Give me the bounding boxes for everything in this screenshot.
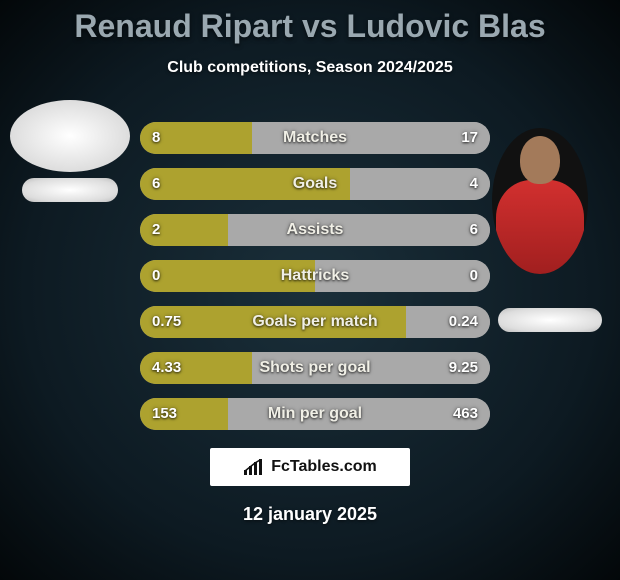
stat-row: 00Hattricks (140, 260, 490, 292)
stats-rows: 817Matches 64Goals 26Assists 00Hattricks 0.7… (140, 122, 490, 444)
brand-logo-icon (243, 458, 265, 476)
player-left-avatar (10, 100, 130, 172)
stat-label: Assists (140, 214, 490, 246)
brand-text: FcTables.com (271, 458, 377, 476)
stat-row: 0.750.24Goals per match (140, 306, 490, 338)
stat-label: Hattricks (140, 260, 490, 292)
stat-label: Shots per goal (140, 352, 490, 384)
stat-row: 153463Min per goal (140, 398, 490, 430)
date-text: 12 january 2025 (0, 504, 620, 525)
stat-row: 4.339.25Shots per goal (140, 352, 490, 384)
stat-label: Min per goal (140, 398, 490, 430)
player-left-nameplate (22, 178, 118, 202)
stat-row: 64Goals (140, 168, 490, 200)
stat-label: Matches (140, 122, 490, 154)
brand-badge: FcTables.com (210, 448, 410, 486)
stat-label: Goals (140, 168, 490, 200)
stat-label: Goals per match (140, 306, 490, 338)
stat-row: 26Assists (140, 214, 490, 246)
comparison-card: Renaud Ripart vs Ludovic Blas Club compe… (0, 0, 620, 580)
avatar-body-shape (496, 180, 584, 274)
page-subtitle: Club competitions, Season 2024/2025 (0, 59, 620, 77)
stat-row: 817Matches (140, 122, 490, 154)
player-right-nameplate (498, 308, 602, 332)
avatar-head-shape (520, 136, 560, 184)
page-title: Renaud Ripart vs Ludovic Blas (0, 0, 620, 45)
player-right-avatar (492, 128, 588, 274)
